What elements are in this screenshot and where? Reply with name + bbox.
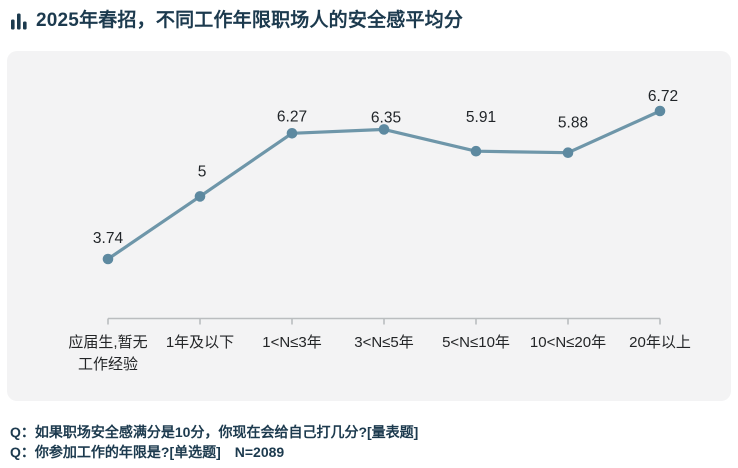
x-axis-label: 5<N≤10年: [442, 334, 510, 351]
x-axis-label: 10<N≤20年: [530, 334, 606, 351]
x-axis: [107, 317, 661, 325]
data-point: [378, 124, 390, 135]
data-point-label: 6.72: [648, 88, 678, 105]
data-point: [194, 191, 206, 202]
x-axis-label: 应届生,暂无工作经验: [68, 333, 147, 373]
data-point: [562, 147, 574, 158]
data-point-label: 3.74: [93, 230, 124, 247]
data-point: [470, 145, 482, 157]
x-axis-label: 20年以上: [629, 334, 691, 351]
chart-header: 2025年春招，不同工作年限职场人的安全感平均分: [10, 9, 463, 33]
line-chart: 3.74 5 6.27 6.35 5.91 5.88 6.72 应届生,暂无工作经验 1年及以下…: [68, 88, 691, 373]
footnote-q1: Q：如果职场安全感满分是10分，你现在会给自己打几分?[量表题]: [10, 424, 419, 440]
footnotes: Q：如果职场安全感满分是10分，你现在会给自己打几分?[量表题] Q：你参加工作…: [10, 423, 418, 462]
data-point: [286, 128, 298, 139]
x-axis-label: 1年及以下: [166, 334, 234, 351]
data-point: [102, 253, 114, 265]
chart-panel: 3.74 5 6.27 6.35 5.91 5.88 6.72 应届生,暂无工作经验 1年及以下…: [7, 51, 731, 401]
footnote-q2: Q：你参加工作的年限是?[单选题] N=2089: [10, 443, 285, 460]
data-point-label: 5.88: [558, 115, 588, 132]
data-point-label: 6.35: [371, 109, 401, 126]
x-axis-label: 1<N≤3年: [262, 334, 322, 351]
chart-title: 2025年春招，不同工作年限职场人的安全感平均分: [36, 10, 464, 31]
x-axis-label: 3<N≤5年: [354, 334, 414, 351]
bar-chart-icon: [10, 12, 28, 31]
data-point-label: 6.27: [277, 108, 307, 125]
data-point-label: 5: [198, 163, 207, 180]
data-point-label: 5.91: [466, 109, 496, 126]
data-point: [654, 105, 666, 117]
